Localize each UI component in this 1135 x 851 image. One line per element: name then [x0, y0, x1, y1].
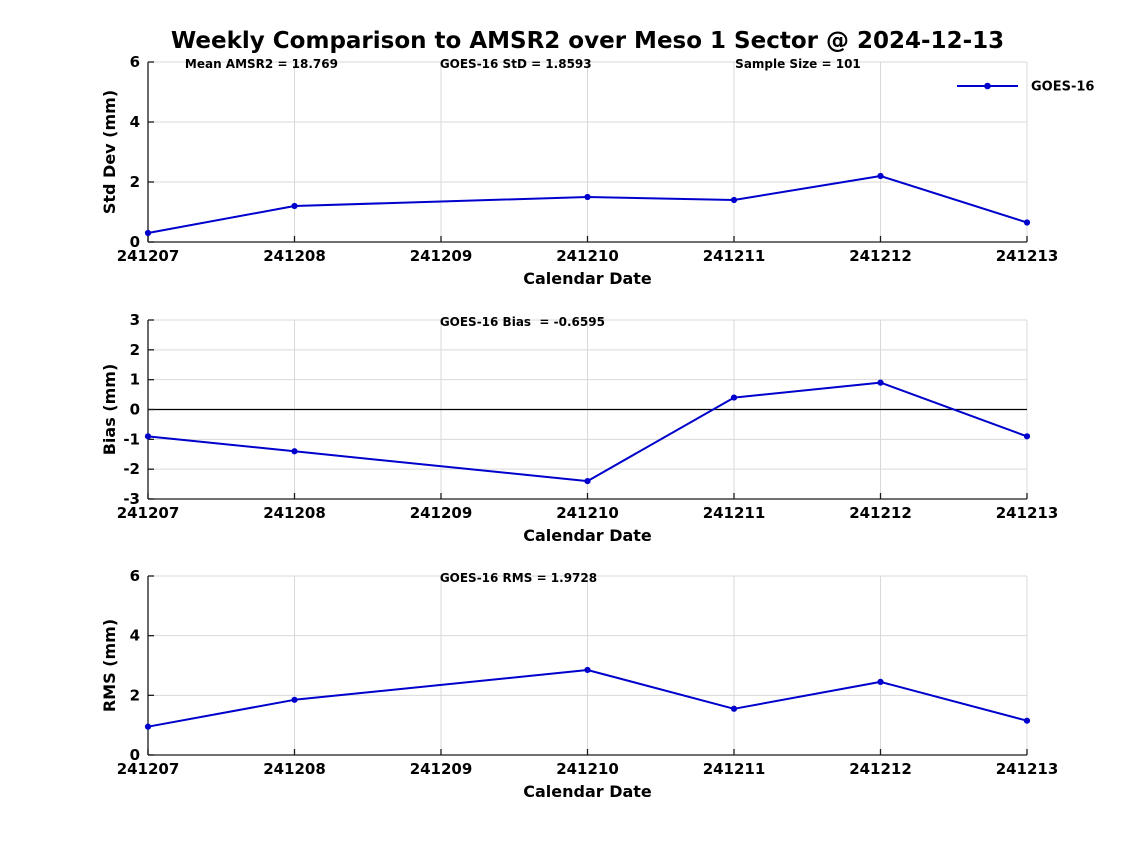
y-axis-title: Bias (mm) — [100, 364, 119, 456]
y-tick-label: 0 — [130, 233, 140, 251]
stat-annotation: Mean AMSR2 = 18.769 — [185, 57, 338, 71]
y-tick-label: 3 — [130, 311, 140, 329]
x-tick-label: 241210 — [556, 760, 619, 778]
x-tick-label: 241211 — [703, 504, 766, 522]
y-tick-label: 0 — [130, 401, 140, 419]
x-tick-label: 241210 — [556, 247, 619, 265]
stat-annotation: Sample Size = 101 — [735, 57, 861, 71]
stat-annotation: GOES-16 StD = 1.8593 — [440, 57, 592, 71]
series-line-goes-16 — [147, 175, 1028, 234]
data-point-marker — [144, 723, 152, 730]
data-point-marker — [144, 433, 152, 440]
y-axis-title: RMS (mm) — [100, 619, 119, 712]
x-tick-label: 241209 — [410, 247, 473, 265]
x-tick-label: 241207 — [117, 504, 180, 522]
y-tick-label: 0 — [130, 746, 140, 764]
stat-annotation: GOES-16 Bias = -0.6595 — [440, 315, 605, 329]
legend: GOES-16 — [957, 80, 1094, 95]
y-tick-label: 4 — [130, 113, 140, 131]
data-point-marker — [144, 229, 152, 237]
legend-label: GOES-16 — [1031, 80, 1094, 95]
x-tick-label: 241213 — [996, 504, 1059, 522]
x-tick-label: 241208 — [263, 247, 326, 265]
data-point-marker — [1023, 717, 1031, 724]
figure-title: Weekly Comparison to AMSR2 over Meso 1 S… — [170, 28, 1005, 54]
subplot-rms: 0 2 4 6 241207 241208 241209 241210 241211 241212… — [100, 567, 1058, 801]
series-line-goes-16 — [147, 669, 1028, 728]
y-tick-label: -2 — [123, 460, 140, 478]
data-point-marker — [730, 196, 738, 204]
y-tick-label: 4 — [130, 627, 140, 645]
data-point-marker — [584, 193, 591, 201]
series-line-goes-16 — [147, 381, 1028, 483]
data-point-marker — [877, 678, 884, 686]
x-tick-label: 241213 — [996, 247, 1059, 265]
data-point-marker — [1023, 433, 1031, 440]
data-point-marker — [291, 448, 298, 455]
y-tick-label: -1 — [123, 430, 140, 448]
x-tick-label: 241212 — [849, 247, 912, 265]
data-point-marker — [291, 696, 298, 703]
stat-annotation: GOES-16 RMS = 1.9728 — [440, 571, 597, 585]
y-tick-label: -3 — [123, 490, 140, 508]
x-axis-title: Calendar Date — [523, 269, 652, 288]
x-axis-title: Calendar Date — [523, 526, 652, 545]
x-tick-label: 241212 — [849, 760, 912, 778]
x-tick-label: 241209 — [410, 504, 473, 522]
data-point-marker — [291, 202, 298, 210]
x-tick-label: 241207 — [117, 760, 180, 778]
x-tick-label: 241208 — [263, 504, 326, 522]
x-tick-label: 241211 — [703, 760, 766, 778]
data-point-marker — [584, 478, 591, 485]
data-point-marker — [730, 394, 738, 401]
legend-marker — [984, 82, 991, 90]
y-tick-label: 2 — [130, 686, 140, 704]
y-axis-title: Std Dev (mm) — [100, 90, 119, 214]
y-tick-label: 1 — [130, 371, 140, 389]
data-point-marker — [1023, 219, 1031, 226]
y-tick-label: 2 — [130, 173, 140, 191]
subplot-bias: -3 -2 -1 0 1 2 3 241207 241208 241209 241210 241211… — [100, 311, 1058, 545]
data-point-marker — [584, 666, 591, 674]
data-point-marker — [877, 379, 884, 386]
x-tick-label: 241213 — [996, 760, 1059, 778]
x-tick-label: 241209 — [410, 760, 473, 778]
subplot-std-dev: 0 2 4 6 241207 241208 241209 241210 241211 241212… — [100, 53, 1094, 288]
x-tick-label: 241211 — [703, 247, 766, 265]
x-tick-label: 241210 — [556, 504, 619, 522]
x-axis-title: Calendar Date — [523, 782, 652, 801]
data-point-marker — [730, 705, 738, 712]
x-tick-label: 241208 — [263, 760, 326, 778]
x-tick-label: 241207 — [117, 247, 180, 265]
y-tick-label: 2 — [130, 341, 140, 359]
y-tick-label: 6 — [130, 567, 140, 585]
x-tick-label: 241212 — [849, 504, 912, 522]
data-point-marker — [877, 172, 884, 180]
y-tick-label: 6 — [130, 53, 140, 71]
